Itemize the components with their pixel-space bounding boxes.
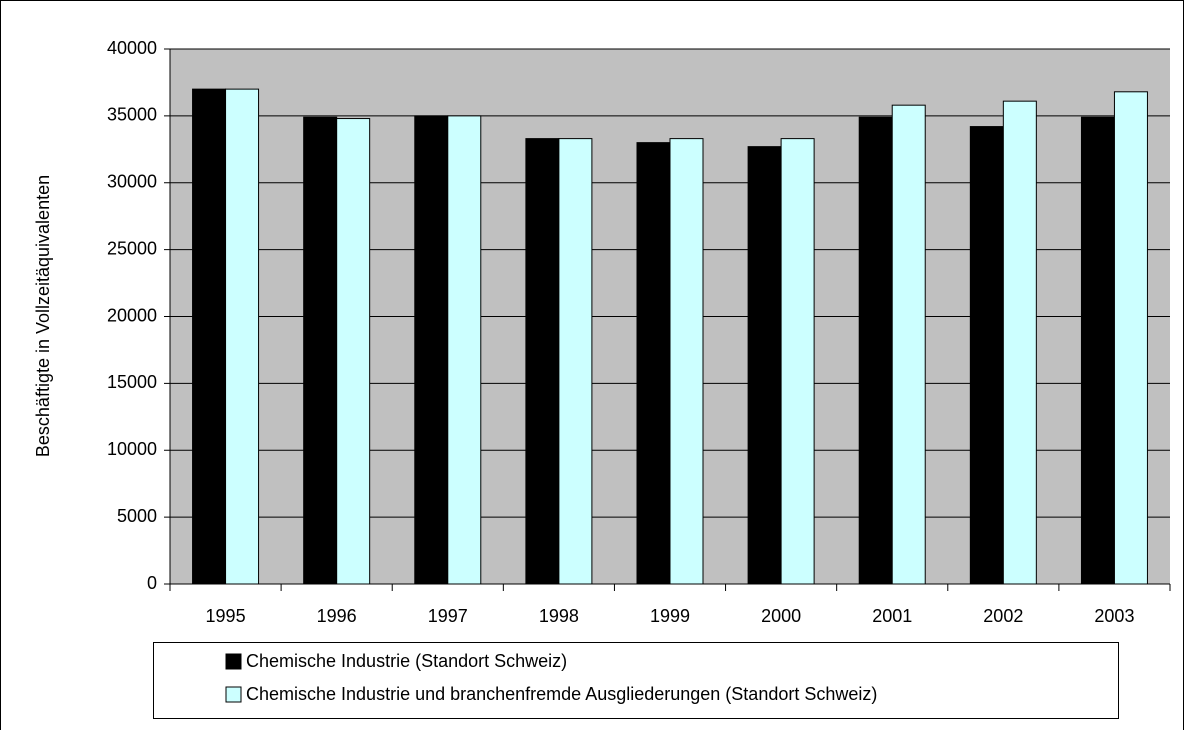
bar — [636, 142, 671, 585]
bar — [969, 126, 1004, 585]
y-axis-label: Beschäftigte in Vollzeitäquivalenten — [33, 175, 53, 457]
x-tick-label: 2000 — [761, 606, 801, 626]
bar — [558, 138, 593, 585]
bar — [1080, 116, 1115, 585]
bar — [669, 138, 704, 585]
bar — [891, 104, 926, 585]
legend-marker — [225, 653, 242, 670]
bar — [447, 115, 482, 585]
bar — [336, 118, 371, 585]
x-tick-label: 1996 — [317, 606, 357, 626]
legend-label: Chemische Industrie und branchenfremde A… — [246, 684, 877, 704]
x-tick-label: 2002 — [983, 606, 1023, 626]
bar — [1113, 91, 1148, 585]
x-tick-label: 1997 — [428, 606, 468, 626]
bar — [780, 138, 815, 585]
bar — [525, 138, 560, 585]
x-tick-label: 1999 — [650, 606, 690, 626]
bar — [303, 116, 338, 585]
y-tick-label: 20000 — [107, 305, 157, 325]
legend-label: Chemische Industrie (Standort Schweiz) — [246, 651, 567, 671]
y-tick-label: 0 — [147, 573, 157, 593]
y-tick-label: 15000 — [107, 372, 157, 392]
bar — [414, 115, 449, 585]
legend-marker — [225, 686, 242, 703]
x-tick-label: 2001 — [872, 606, 912, 626]
y-tick-label: 10000 — [107, 439, 157, 459]
legend-box — [153, 642, 1119, 719]
x-tick-label: 1995 — [206, 606, 246, 626]
x-tick-label: 1998 — [539, 606, 579, 626]
bar — [747, 146, 782, 585]
y-tick-label: 30000 — [107, 172, 157, 192]
y-tick-label: 40000 — [107, 38, 157, 58]
x-tick-label: 2003 — [1094, 606, 1134, 626]
y-tick-label: 35000 — [107, 105, 157, 125]
y-tick-label: 25000 — [107, 238, 157, 258]
y-tick-label: 5000 — [117, 506, 157, 526]
bar — [1002, 100, 1037, 585]
bar — [225, 88, 260, 585]
bar — [858, 116, 893, 585]
bar — [192, 88, 227, 585]
